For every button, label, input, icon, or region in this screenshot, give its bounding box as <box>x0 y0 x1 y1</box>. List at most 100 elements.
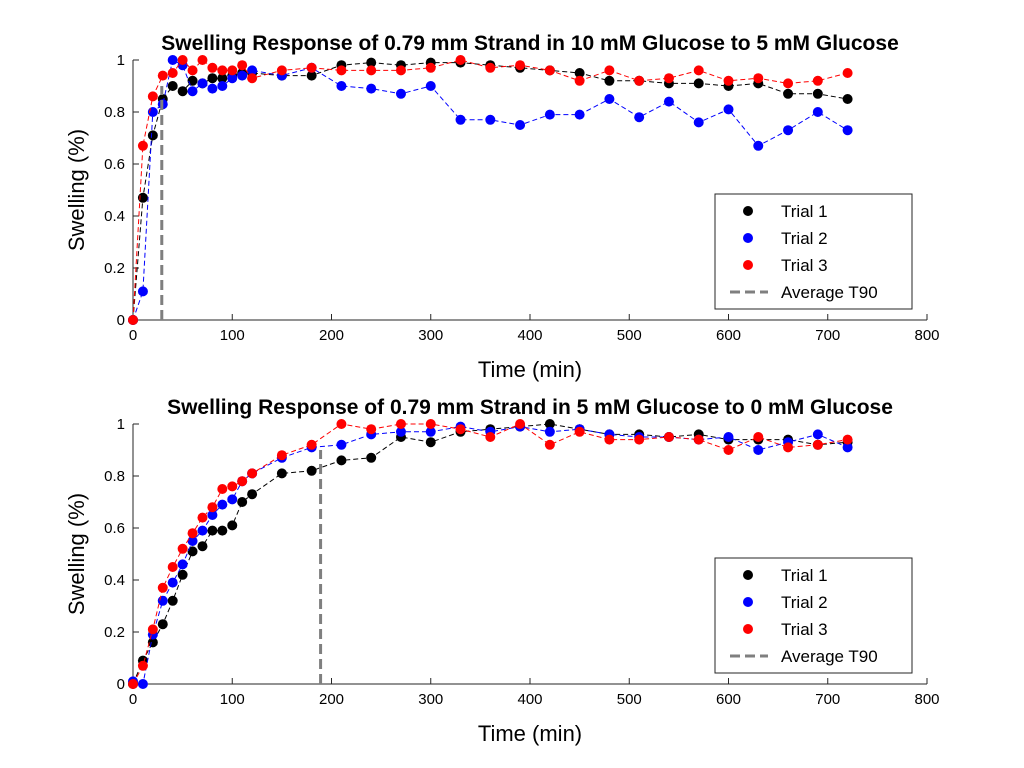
data-point <box>177 55 188 65</box>
data-point <box>167 81 178 91</box>
data-point <box>276 450 287 461</box>
x-tick-label: 300 <box>418 691 443 708</box>
data-point <box>634 434 645 445</box>
data-point <box>137 286 148 297</box>
x-tick-label: 400 <box>517 327 542 344</box>
chart-panel-2: Swelling Response of 0.79 mm Strand in 5… <box>64 396 940 746</box>
legend-label: Trial 3 <box>781 620 828 639</box>
data-point <box>247 73 258 84</box>
data-point <box>425 81 436 91</box>
x-tick-label: 700 <box>815 327 840 344</box>
data-point <box>227 481 238 492</box>
legend-marker <box>743 206 753 216</box>
data-point <box>237 60 248 71</box>
data-point <box>753 445 764 455</box>
data-point <box>693 65 704 76</box>
data-point <box>157 582 168 593</box>
data-point <box>723 432 734 442</box>
legend: Trial 1 Trial 2 Trial 3 Average T90 <box>714 557 913 674</box>
data-point <box>366 65 377 76</box>
data-point <box>812 107 823 117</box>
data-point <box>137 679 148 689</box>
data-point <box>237 476 248 487</box>
data-point <box>366 57 377 68</box>
y-tick-label: 0.8 <box>104 104 125 121</box>
data-point <box>574 426 585 437</box>
data-point <box>217 65 228 76</box>
x-tick-label: 800 <box>914 327 939 344</box>
x-tick-label: 700 <box>815 691 840 708</box>
chart-panel-1: Swelling Response of 0.79 mm Strand in 1… <box>64 32 940 382</box>
data-point <box>842 94 853 104</box>
x-tick-label: 400 <box>517 691 542 708</box>
data-point <box>366 452 377 463</box>
data-point <box>207 73 218 84</box>
data-point <box>247 468 258 479</box>
data-point <box>366 424 377 435</box>
data-point <box>753 73 764 84</box>
data-point <box>455 55 466 65</box>
data-point <box>167 55 178 65</box>
data-point <box>842 434 853 445</box>
y-axis-label: Swelling (%) <box>64 129 89 251</box>
y-tick-label: 0.2 <box>104 260 125 277</box>
x-tick-label: 600 <box>716 327 741 344</box>
data-point <box>574 109 585 120</box>
data-point <box>167 577 178 588</box>
y-tick-label: 0 <box>117 676 125 693</box>
data-point <box>276 468 287 479</box>
data-point <box>485 114 496 125</box>
data-point <box>574 68 585 78</box>
legend-label: Trial 1 <box>781 202 828 221</box>
legend-label: Trial 2 <box>781 593 828 612</box>
y-tick-label: 1 <box>117 416 125 433</box>
data-point <box>137 192 148 203</box>
data-point <box>455 114 466 125</box>
data-point <box>395 65 406 76</box>
data-point <box>425 62 436 73</box>
data-point <box>187 65 198 76</box>
data-point <box>753 432 764 442</box>
data-point <box>207 525 218 536</box>
data-point <box>693 434 704 445</box>
data-point <box>197 541 208 552</box>
series-3 <box>128 55 853 325</box>
y-tick-label: 0.2 <box>104 624 125 641</box>
data-point <box>336 419 347 429</box>
y-tick-label: 0.4 <box>104 572 125 589</box>
data-point <box>693 117 704 128</box>
data-point <box>395 419 406 429</box>
x-tick-label: 200 <box>319 691 344 708</box>
data-point <box>137 660 148 671</box>
data-point <box>177 543 188 554</box>
data-point <box>197 78 208 89</box>
legend-marker <box>743 597 753 607</box>
data-point <box>147 130 158 141</box>
x-tick-label: 100 <box>220 327 245 344</box>
x-axis-label: Time (min) <box>478 357 582 382</box>
legend-label: Trial 1 <box>781 566 828 585</box>
data-point <box>604 434 615 445</box>
data-point <box>336 81 347 91</box>
data-point <box>425 437 436 448</box>
data-point <box>147 624 158 635</box>
data-point <box>515 419 526 429</box>
data-point <box>217 525 228 536</box>
data-point <box>197 55 208 65</box>
data-point <box>693 78 704 89</box>
data-point <box>634 112 645 123</box>
y-tick-label: 0.8 <box>104 468 125 485</box>
legend-label: Trial 2 <box>781 229 828 248</box>
legend-label: Average T90 <box>781 647 878 666</box>
data-point <box>167 562 178 572</box>
data-point <box>167 595 178 606</box>
data-point <box>425 419 436 429</box>
data-point <box>812 439 823 450</box>
legend-marker <box>743 570 753 580</box>
data-point <box>723 445 734 455</box>
data-point <box>306 465 317 476</box>
series-line <box>132 426 848 685</box>
data-point <box>128 315 138 325</box>
data-point <box>663 432 674 442</box>
